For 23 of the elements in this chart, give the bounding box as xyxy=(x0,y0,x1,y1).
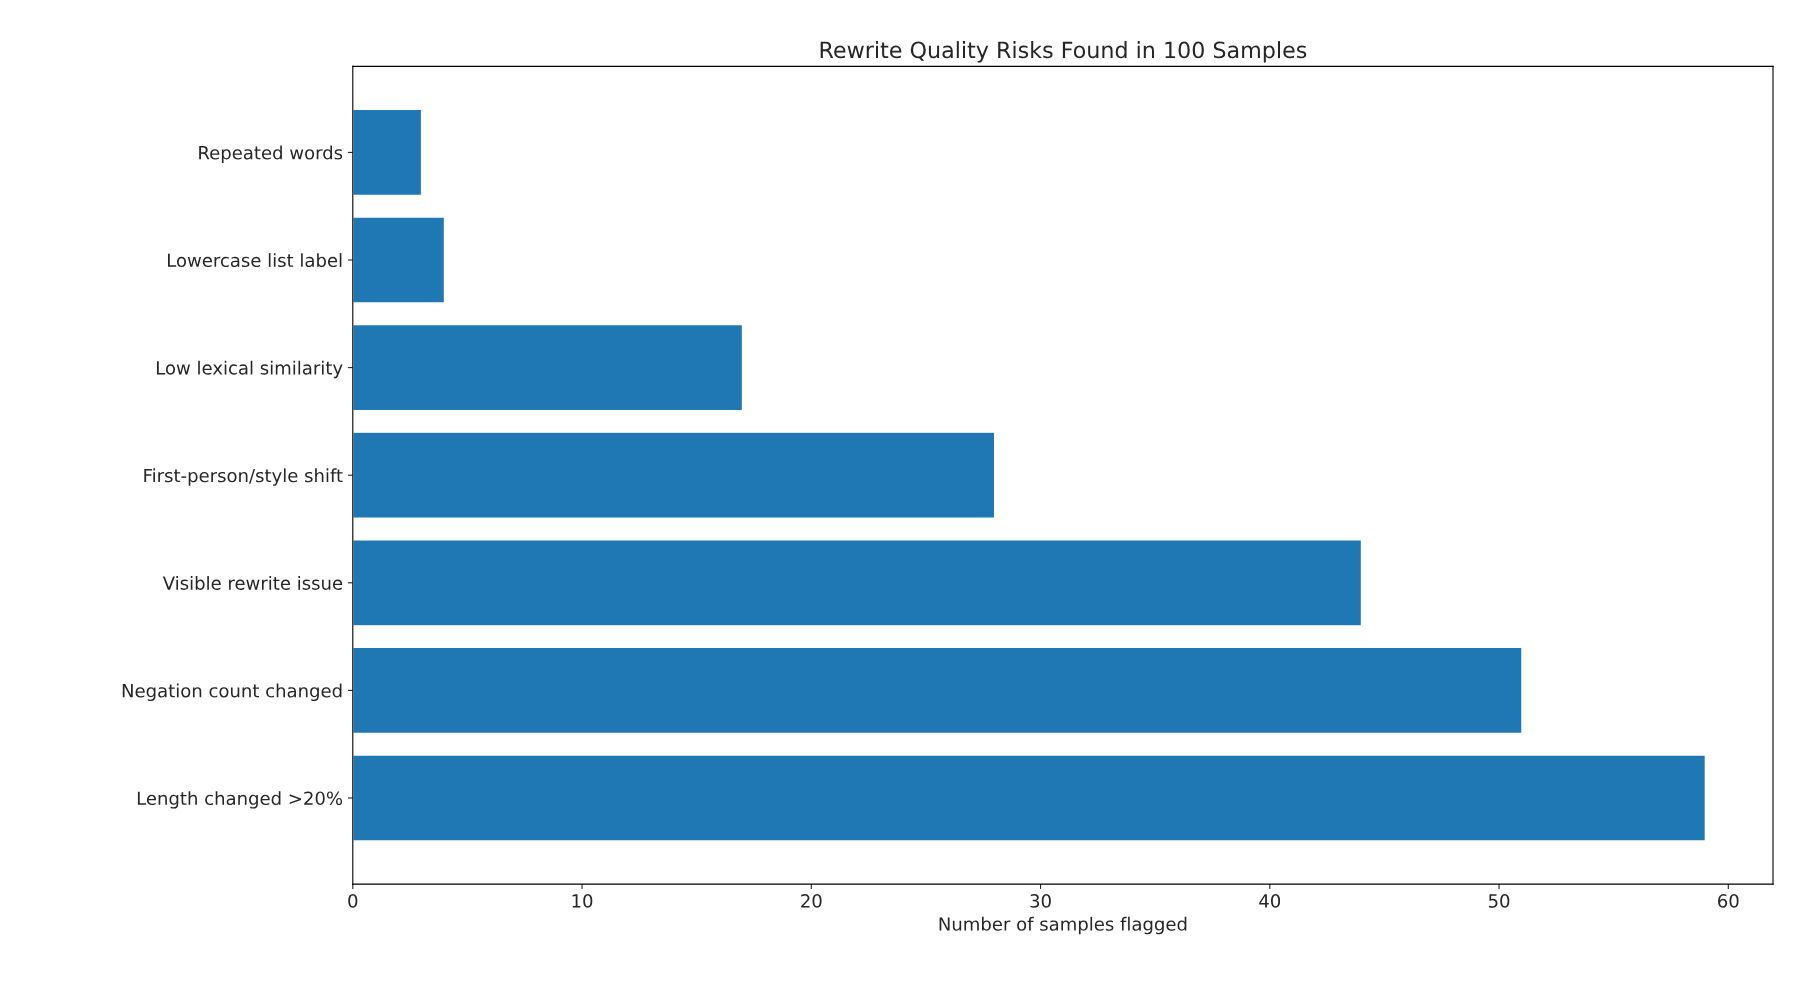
bar xyxy=(352,754,1707,842)
bar xyxy=(352,216,446,304)
x-tick-label: 40 xyxy=(1259,894,1281,908)
bar xyxy=(352,108,423,197)
x-tick-label: 10 xyxy=(572,894,593,908)
bar xyxy=(352,323,744,412)
bar xyxy=(352,646,1523,735)
y-tick-label: Repeated words xyxy=(199,145,343,164)
x-tick-label: 0 xyxy=(348,894,358,908)
x-tick-label: 60 xyxy=(1718,894,1739,908)
x-tick-label: 50 xyxy=(1488,894,1510,908)
y-tick-label: Negation count changed xyxy=(122,683,342,702)
y-tick-label: Lowercase list label xyxy=(168,253,342,268)
bar xyxy=(352,431,996,519)
y-tick-label: Length changed >20% xyxy=(137,791,343,809)
y-tick-label: First-person/style shift xyxy=(144,468,343,486)
bar xyxy=(352,539,1363,627)
x-tick-label: 20 xyxy=(801,894,822,908)
y-tick-label: Low lexical similarity xyxy=(156,360,343,379)
x-axis-title: Number of samples flagged xyxy=(939,916,1187,935)
chart-title: Rewrite Quality Risks Found in 100 Samples xyxy=(820,41,1307,63)
x-tick-label: 30 xyxy=(1030,894,1051,908)
y-tick-label: Visible rewrite issue xyxy=(162,575,343,590)
